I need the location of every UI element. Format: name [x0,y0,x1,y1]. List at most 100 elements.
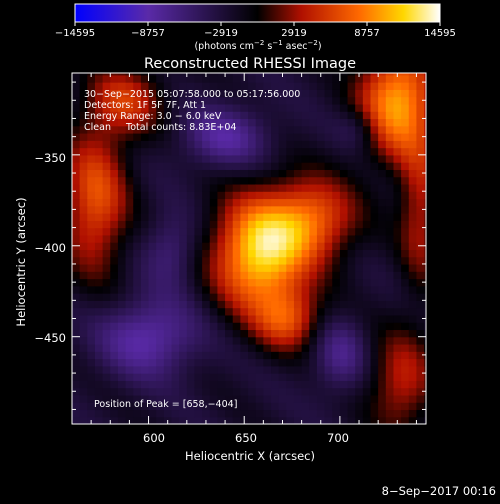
heatmap-cell [248,176,257,185]
heatmap-cell [125,140,134,149]
heatmap-cell [179,307,188,316]
heatmap-cell [94,394,104,403]
heatmap-cell [163,394,173,403]
heatmap-cell [171,213,180,221]
annotation-detectors: Detectors: 1F 5F 7F, Att 1 [84,100,206,111]
colorbar-tick-label: −14595 [55,28,95,39]
heatmap-cell [378,169,387,178]
heatmap-cell [87,213,96,221]
heatmap-cell [255,285,264,294]
heatmap-cell [339,213,349,221]
heatmap-cell [370,103,379,112]
heatmap-cell [94,373,104,381]
heatmap-cell [385,213,395,221]
heatmap-cell [110,307,119,316]
heatmap-cell [102,111,111,120]
heatmap-cell [79,140,88,149]
heatmap-cell [232,133,241,141]
heatmap-cell [416,249,425,258]
heatmap-cell [370,336,379,345]
heatmap-cell [72,365,81,374]
heatmap-cell [194,227,203,236]
heatmap-cell [232,147,241,156]
heatmap-cell [424,416,426,424]
heatmap-cell [324,351,333,360]
heatmap-cell [194,409,203,418]
heatmap-cell [202,322,211,331]
heatmap-cell [102,162,111,170]
heatmap-cell [378,351,387,360]
heatmap-cell [156,74,165,83]
heatmap-cell [324,118,333,127]
heatmap-cell [163,82,173,90]
heatmap-cell [110,358,119,367]
heatmap-cell [385,416,395,424]
heatmap-cell [133,402,142,411]
heatmap-cell [271,256,280,265]
heatmap-cell [125,380,134,389]
heatmap-cell [362,322,372,331]
heatmap-cell [416,387,425,396]
heatmap-cell [79,314,88,323]
heatmap-cell [232,263,241,272]
heatmap-cell [424,402,426,411]
heatmap-cell [232,118,241,127]
heatmap-cell [140,365,150,374]
heatmap-cell [179,365,188,374]
heatmap-cell [79,380,88,389]
heatmap-cell [286,82,295,90]
heatmap-cell [309,213,318,221]
heatmap-cell [255,154,264,163]
heatmap-cell [362,387,372,396]
heatmap-cell [286,416,295,424]
heatmap-cell [408,103,418,112]
heatmap-cell [339,278,349,287]
heatmap-cell [94,416,104,424]
heatmap-cell [240,227,249,236]
heatmap-cell [225,343,234,352]
heatmap-cell [202,394,211,403]
heatmap-cell [156,176,165,185]
heatmap-cell [140,198,150,207]
heatmap-cell [148,373,157,381]
heatmap-cell [408,169,418,178]
heatmap-cell [194,249,203,258]
heatmap-cell [110,176,119,185]
heatmap-cell [217,147,226,156]
heatmap-cell [209,314,219,323]
heatmap-cell [163,111,173,120]
heatmap-cell [186,234,196,243]
heatmap-cell [293,365,303,374]
heatmap-cell [179,242,188,250]
heatmap-cell [240,409,249,418]
heatmap-cell [148,242,157,250]
heatmap-cell [370,96,379,105]
heatmap-cell [194,387,203,396]
heatmap-cell [140,96,150,105]
heatmap-cell [194,365,203,374]
heatmap-cell [408,154,418,163]
heatmap-cell [194,73,203,76]
heatmap-cell [232,314,241,323]
heatmap-cell [401,154,410,163]
heatmap-cell [117,329,127,338]
heatmap-cell [156,96,165,105]
heatmap-cell [424,74,426,83]
heatmap-cell [385,242,395,250]
heatmap-cell [240,336,249,345]
heatmap-cell [232,74,241,83]
heatmap-cell [424,125,426,134]
heatmap-cell [232,358,241,367]
heatmap-cell [117,176,127,185]
heatmap-cell [186,125,196,134]
heatmap-cell [393,242,402,250]
heatmap-cell [171,118,180,127]
heatmap-cell [347,176,356,185]
heatmap-cell [202,140,211,149]
heatmap-cell [179,82,188,90]
heatmap-cell [309,111,318,120]
heatmap-cell [424,118,426,127]
heatmap-cell [209,242,219,250]
heatmap-cell [117,249,127,258]
heatmap-cell [209,278,219,287]
